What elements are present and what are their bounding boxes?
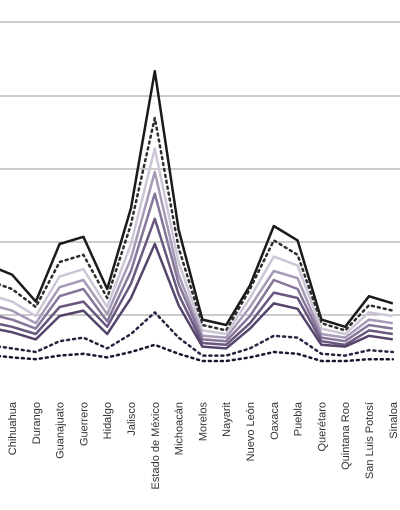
x-tick-label: San Luis Potosí <box>364 402 376 479</box>
x-tick-label: Nuevo León <box>245 402 257 461</box>
x-tick-label: Chihuahua <box>7 401 19 455</box>
x-axis-labels: Chihuahua Durango Guanajuato Guerrero Hidalg… <box>7 401 400 489</box>
x-tick-label: Nayarit <box>221 402 233 437</box>
x-tick-label: Guanajuato <box>55 402 67 459</box>
series-lines <box>0 69 395 363</box>
x-tick-label: Sinaloa <box>388 401 400 439</box>
x-tick-label: Durango <box>31 402 43 444</box>
gridlines <box>0 21 400 316</box>
series-line-2 <box>0 147 393 336</box>
x-tick-label: Morelos <box>197 402 209 442</box>
x-tick-label: Guerrero <box>78 402 90 446</box>
series-line-0 <box>0 69 394 329</box>
x-tick-label: Hidalgo <box>102 402 114 439</box>
series-line-8 <box>0 343 395 363</box>
series-line-3 <box>0 170 393 339</box>
series-line-6 <box>0 242 393 350</box>
x-tick-label: Oaxaca <box>269 401 281 440</box>
x-tick-label: Estado de México <box>150 402 162 489</box>
x-tick-label: Querétaro <box>316 402 328 452</box>
series-line-4 <box>0 192 393 343</box>
x-tick-label: Michoacán <box>174 402 186 455</box>
x-tick-label: Puebla <box>293 401 305 436</box>
x-tick-label: Jalisco <box>126 402 138 436</box>
series-line-7 <box>0 311 395 357</box>
x-tick-label: Quintana Roo <box>340 402 352 470</box>
series-line-1 <box>0 116 395 332</box>
series-line-5 <box>0 217 393 347</box>
